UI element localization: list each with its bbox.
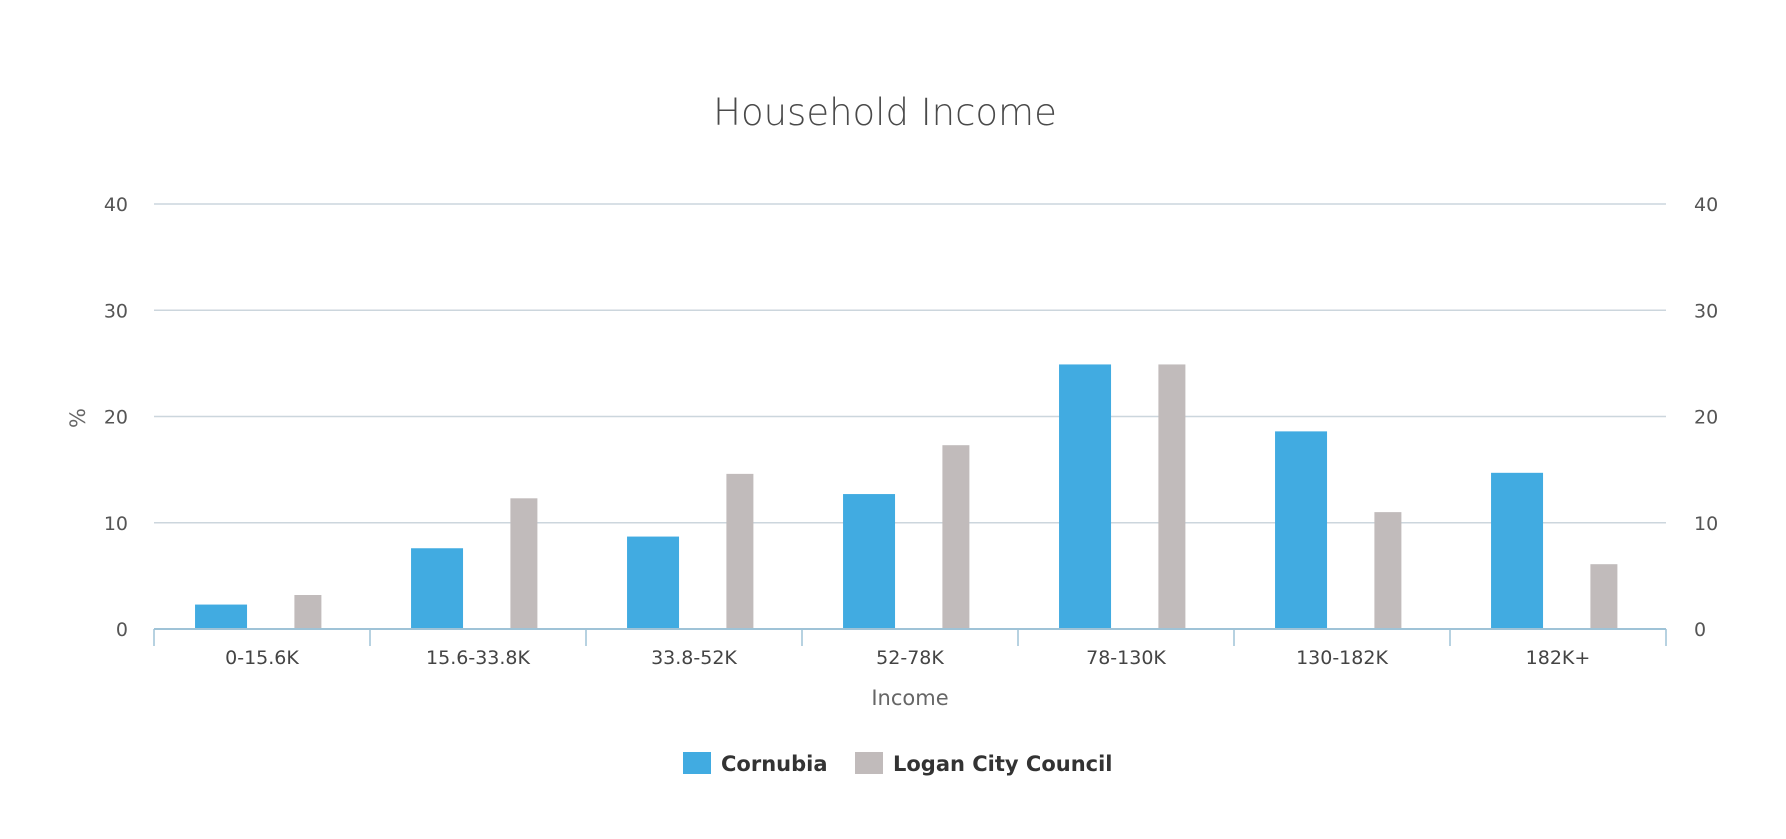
x-axis: 0-15.6K 15.6-33.8K 33.8-52K 52-78K 78-130K 13… bbox=[153, 628, 1667, 669]
legend-swatch-0 bbox=[683, 752, 711, 774]
bar-1-6 bbox=[1590, 564, 1618, 629]
bar-1-0 bbox=[294, 595, 322, 629]
x-tick-label: 182K+ bbox=[1526, 647, 1591, 669]
legend-swatch-1 bbox=[855, 752, 883, 774]
x-tick-label: 130-182K bbox=[1296, 647, 1388, 669]
y-tick-label-left: 0 bbox=[116, 619, 128, 641]
bar-0-2 bbox=[627, 536, 680, 629]
y-axis-right: 0 10 20 30 40 bbox=[1694, 194, 1718, 641]
bar-0-5 bbox=[1275, 431, 1328, 629]
bar-1-4 bbox=[1158, 364, 1186, 629]
bar-1-5 bbox=[1374, 512, 1402, 629]
y-tick-label-right: 10 bbox=[1694, 513, 1718, 535]
y-tick-label-right: 30 bbox=[1694, 300, 1718, 322]
x-tick-label: 78-130K bbox=[1086, 647, 1166, 669]
chart-title: Household Income bbox=[713, 91, 1057, 134]
y-tick-label-right: 0 bbox=[1694, 619, 1706, 641]
y-tick-label-left: 40 bbox=[104, 194, 128, 216]
bars bbox=[195, 364, 1618, 629]
bar-0-3 bbox=[843, 494, 896, 629]
y-tick-label-left: 10 bbox=[104, 513, 128, 535]
bar-0-4 bbox=[1059, 364, 1112, 629]
bar-1-3 bbox=[942, 445, 970, 629]
legend: Cornubia Logan City Council bbox=[683, 752, 1113, 776]
y-tick-label-right: 40 bbox=[1694, 194, 1718, 216]
x-axis-title: Income bbox=[871, 686, 948, 710]
bar-1-2 bbox=[726, 473, 754, 629]
bar-0-6 bbox=[1491, 472, 1544, 629]
bar-0-1 bbox=[411, 548, 464, 629]
gridlines bbox=[154, 203, 1666, 524]
y-tick-label-left: 20 bbox=[104, 407, 128, 429]
bar-1-1 bbox=[510, 498, 538, 629]
x-tick-label: 52-78K bbox=[876, 647, 944, 669]
bar-0-0 bbox=[195, 604, 248, 629]
x-tick-label: 33.8-52K bbox=[651, 647, 737, 669]
x-tick-label: 0-15.6K bbox=[225, 647, 299, 669]
legend-label-1: Logan City Council bbox=[893, 752, 1113, 776]
x-tick-label: 15.6-33.8K bbox=[426, 647, 530, 669]
y-axis-left: 0 10 20 30 40 bbox=[104, 194, 128, 641]
y-axis-title: % bbox=[66, 408, 90, 428]
legend-label-0: Cornubia bbox=[721, 752, 828, 776]
y-tick-label-right: 20 bbox=[1694, 407, 1718, 429]
y-tick-label-left: 30 bbox=[104, 300, 128, 322]
